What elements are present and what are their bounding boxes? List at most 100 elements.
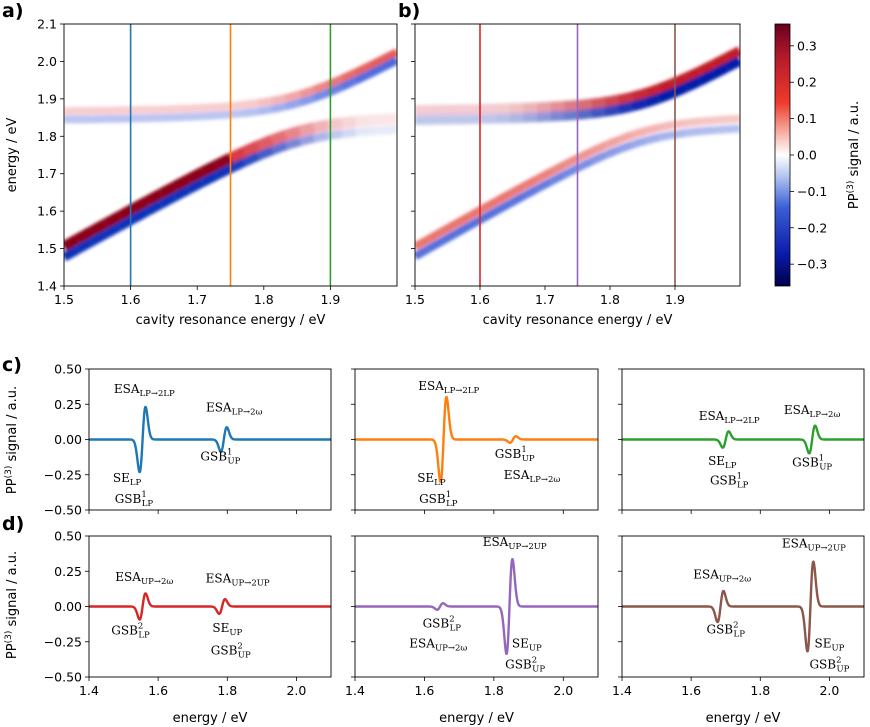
heatmap-bands-a xyxy=(64,48,397,262)
ytick-label: 1.9 xyxy=(37,91,57,106)
up-red-band xyxy=(312,80,330,94)
up-red-band xyxy=(216,102,231,112)
heatmap-panel-a: 1.5 1.6 1.7 1.8 1.9 cavity resonance energy /… xyxy=(5,17,398,328)
lp-blue-band xyxy=(602,146,620,160)
up-blue-band xyxy=(353,70,371,85)
lp-red-band xyxy=(368,114,384,126)
up-blue-band xyxy=(656,88,675,104)
annotation-gsb: GSB2 LP xyxy=(707,620,746,639)
lp-red-band xyxy=(144,188,164,207)
lp-blue-band xyxy=(494,200,512,215)
colorbar-tick-label: −0.2 xyxy=(797,220,827,235)
lp-blue-band xyxy=(562,164,580,179)
up-blue-band xyxy=(230,109,245,119)
up-red-band xyxy=(697,60,716,76)
axes-frame-a xyxy=(63,23,398,287)
xtick-label: 1.6 xyxy=(148,683,168,698)
colorbar-label-main: PP xyxy=(847,193,862,209)
annotation-esa: ESAUP→2ω xyxy=(409,636,467,653)
ytick-label: 1.6 xyxy=(37,204,57,219)
ytick-label: 2.1 xyxy=(37,17,57,32)
lp-blue-band xyxy=(426,237,445,253)
up-red-band xyxy=(603,94,619,107)
series-line-d1 xyxy=(88,592,332,621)
annotation-se: SELP xyxy=(708,454,737,471)
up-red-band xyxy=(536,101,551,113)
lp-blue-band xyxy=(644,133,660,145)
annotation-esa: ESALP→2LP xyxy=(418,379,479,396)
colorbar: 0.3 0.2 0.1 0.0 −0.1 −0.2 −0.3 PP(3) signal / … xyxy=(774,23,862,287)
up-blue-band xyxy=(257,105,273,116)
xtick-label: 1.6 xyxy=(470,292,490,307)
lp-red-band xyxy=(507,182,526,198)
up-red-band xyxy=(353,62,371,77)
up-blue-band xyxy=(312,89,330,102)
lp-blue-band xyxy=(712,125,727,135)
lp-red-band xyxy=(354,114,370,128)
colorbar-label-rest: signal / a.u. xyxy=(847,101,862,181)
lp-red-band xyxy=(426,227,445,243)
up-blue-band xyxy=(271,102,287,114)
subplot-d2: 1.4 1.6 1.8 2.0 energy / eV ESAUP→2UP GSB2 LP ES… xyxy=(345,535,599,726)
colorbar-tick-label: 0.3 xyxy=(797,38,817,53)
lp-blue-band xyxy=(270,141,288,155)
line-subplots: 0.50 0.25 0.00 −0.25 −0.50 ESALP→2LP ESALP→2ω G… xyxy=(44,362,865,726)
xtick-label: 1.4 xyxy=(345,683,365,698)
up-red-band xyxy=(710,53,729,70)
xtick-label: 1.8 xyxy=(484,683,504,698)
lp-blue-band xyxy=(589,151,607,166)
subplot-d3: 1.4 1.6 1.8 2.0 energy / eV ESAUP→2ω ESAUP→2UP… xyxy=(612,535,865,726)
lp-red-band xyxy=(521,175,539,190)
up-blue-band xyxy=(174,112,190,122)
up-blue-band xyxy=(243,107,259,117)
up-red-band xyxy=(188,103,203,113)
lp-blue-band xyxy=(726,124,740,134)
up-blue-band xyxy=(603,104,619,117)
lp-red-band xyxy=(382,113,397,125)
xlabel-d1: energy / eV xyxy=(173,711,248,726)
colorbar-tick-label: −0.1 xyxy=(797,184,827,199)
annotation-se: SELP xyxy=(113,471,142,488)
up-blue-band xyxy=(683,76,702,93)
lp-red-band xyxy=(172,174,192,192)
annotation-se: SEUP xyxy=(212,621,242,638)
annotation-esa: ESAUP→2UP xyxy=(483,535,547,552)
up-red-band xyxy=(523,102,538,113)
annotation-esa: ESALP→2ω xyxy=(206,400,263,417)
xtick-label: 1.6 xyxy=(681,683,701,698)
lp-blue-band xyxy=(575,157,593,172)
up-red-band xyxy=(298,86,315,99)
up-red-band xyxy=(590,97,606,109)
xtick-label: 1.8 xyxy=(217,683,237,698)
up-blue-band xyxy=(285,98,301,111)
up-red-band xyxy=(339,68,358,83)
lp-red-band xyxy=(312,119,329,134)
panel-label-d: d) xyxy=(2,513,24,535)
ytick-label: −0.25 xyxy=(44,634,82,649)
lp-blue-band xyxy=(214,164,233,180)
lp-blue-band xyxy=(535,178,553,193)
xtick-label: 1.6 xyxy=(121,292,141,307)
lp-red-band xyxy=(712,115,727,125)
ytick-label: 0.50 xyxy=(54,529,82,544)
annotation-se: SEUP xyxy=(512,636,542,653)
annotation-esa: ESALP→2LP xyxy=(699,409,760,426)
colorbar-tick-label: 0.1 xyxy=(797,111,817,126)
series-line-d3 xyxy=(621,560,865,653)
axes-frame-b xyxy=(414,23,741,287)
lp-blue-band xyxy=(368,125,384,136)
lp-red-band xyxy=(89,218,109,237)
panel-label-b: b) xyxy=(398,0,420,22)
lp-blue-band xyxy=(415,245,431,260)
up-red-band xyxy=(243,99,259,109)
xtick-label: 2.0 xyxy=(553,683,573,698)
up-blue-band xyxy=(367,63,385,78)
annotation-gsb: GSB1 LP xyxy=(710,472,749,491)
subplot-d1: 0.50 0.25 0.00 −0.25 −0.501.4 1.6 1.8 2.0 energy… xyxy=(44,529,332,726)
annotation-gsb: GSB2 UP xyxy=(809,656,849,675)
lp-red-band xyxy=(562,154,580,169)
lp-blue-band xyxy=(228,158,247,173)
up-blue-band xyxy=(710,63,729,80)
up-blue-band xyxy=(216,110,231,120)
